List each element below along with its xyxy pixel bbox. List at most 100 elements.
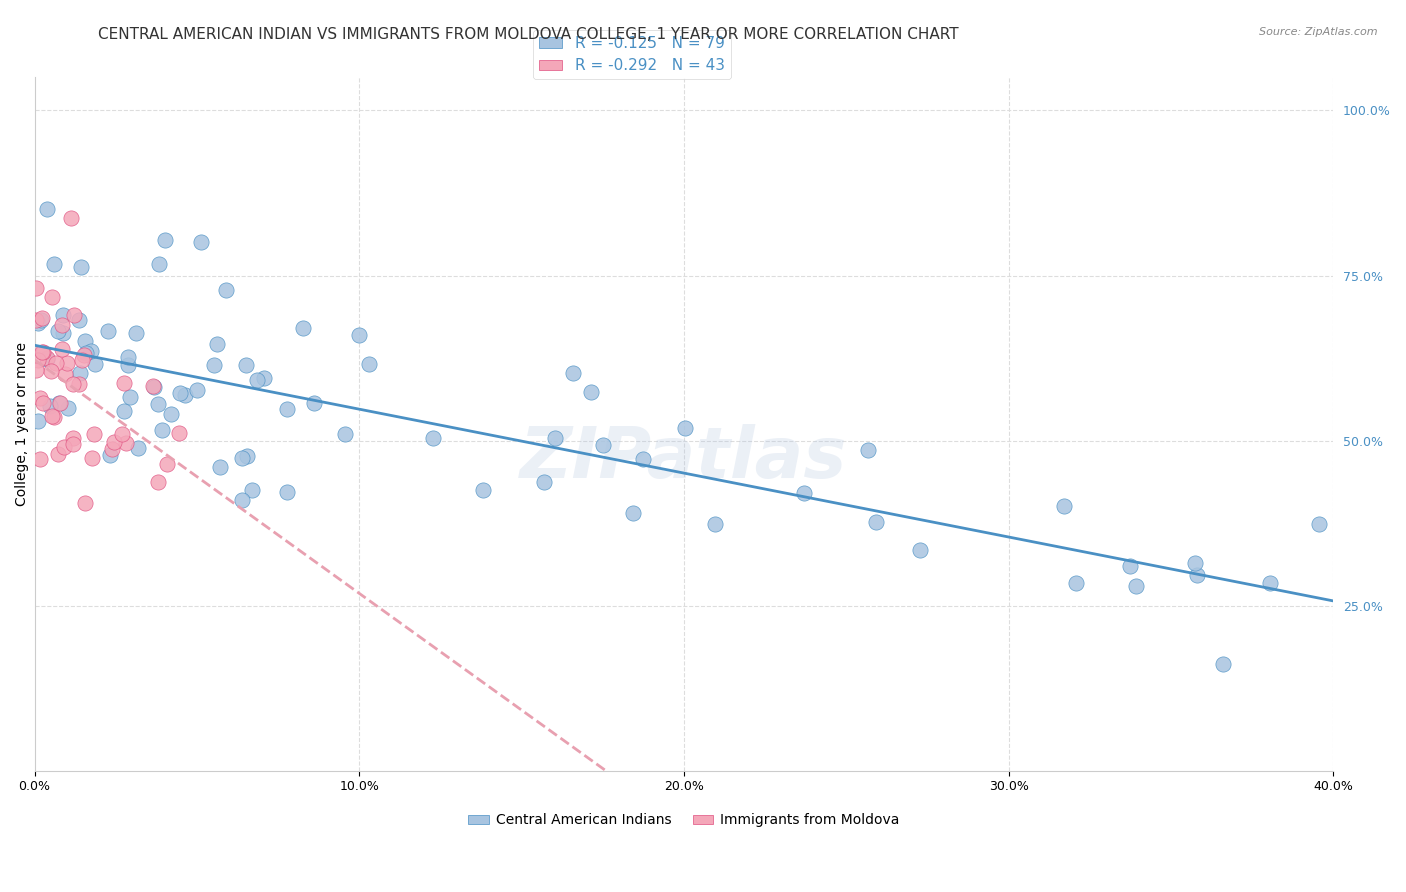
Point — [190, 235, 212, 250]
Point — [276, 402, 298, 417]
Point — [357, 357, 380, 371]
Text: CENTRAL AMERICAN INDIAN VS IMMIGRANTS FROM MOLDOVA COLLEGE, 1 YEAR OR MORE CORRE: CENTRAL AMERICAN INDIAN VS IMMIGRANTS FR… — [98, 27, 959, 42]
Point — [117, 359, 139, 373]
Point — [27, 316, 49, 330]
Point — [67, 376, 90, 391]
Point — [114, 436, 136, 450]
Point — [592, 438, 614, 452]
Point — [35, 351, 58, 366]
Point — [1212, 657, 1234, 672]
Point — [111, 427, 134, 442]
Point — [142, 380, 165, 394]
Point — [46, 447, 69, 461]
Point — [160, 407, 183, 421]
Point — [53, 440, 76, 454]
Point — [75, 346, 97, 360]
Point — [142, 378, 165, 392]
Point — [292, 321, 315, 335]
Point — [231, 451, 253, 466]
Point — [52, 308, 75, 322]
Point — [42, 409, 65, 424]
Point — [186, 383, 208, 397]
Point — [120, 390, 142, 404]
Point — [73, 334, 96, 348]
Point — [44, 257, 66, 271]
Point — [98, 448, 121, 462]
Point — [30, 392, 52, 406]
Point — [25, 313, 48, 327]
Point — [69, 366, 91, 380]
Point — [83, 427, 105, 442]
Point — [205, 336, 228, 351]
Point — [97, 325, 120, 339]
Point — [347, 328, 370, 343]
Point — [73, 348, 96, 362]
Point — [101, 442, 124, 456]
Point — [169, 385, 191, 400]
Point — [167, 426, 190, 441]
Point — [304, 396, 326, 410]
Point — [704, 516, 727, 531]
Point — [1053, 500, 1076, 514]
Point — [544, 431, 567, 445]
Point — [63, 308, 86, 322]
Point — [276, 484, 298, 499]
Point — [202, 358, 225, 372]
Point — [84, 357, 107, 371]
Point — [27, 414, 49, 428]
Point — [41, 409, 63, 423]
Point — [82, 450, 104, 465]
Point — [31, 344, 53, 359]
Point — [235, 358, 257, 372]
Point — [155, 457, 177, 471]
Point — [471, 483, 494, 497]
Point — [62, 431, 84, 445]
Point — [561, 366, 583, 380]
Point — [48, 396, 70, 410]
Point — [45, 356, 67, 370]
Point — [209, 460, 232, 475]
Legend: Central American Indians, Immigrants from Moldova: Central American Indians, Immigrants fro… — [463, 808, 905, 833]
Point — [49, 396, 72, 410]
Point — [31, 396, 53, 410]
Point — [59, 211, 82, 226]
Point — [533, 475, 555, 490]
Point — [56, 356, 79, 370]
Point — [30, 313, 52, 327]
Point — [62, 437, 84, 451]
Point — [28, 451, 51, 466]
Point — [112, 376, 135, 390]
Point — [910, 543, 932, 558]
Point — [1184, 556, 1206, 570]
Point — [335, 427, 357, 442]
Point — [67, 313, 90, 327]
Point — [62, 376, 84, 391]
Point — [236, 449, 259, 463]
Point — [70, 260, 93, 274]
Point — [146, 396, 169, 410]
Point — [793, 485, 815, 500]
Point — [865, 515, 887, 529]
Point — [1119, 558, 1142, 573]
Point — [51, 318, 73, 332]
Point — [39, 399, 62, 413]
Point — [41, 290, 63, 304]
Point — [31, 311, 53, 326]
Text: ZIPatlas: ZIPatlas — [520, 425, 848, 493]
Point — [148, 475, 170, 489]
Point — [152, 423, 174, 437]
Point — [1258, 575, 1281, 590]
Point — [673, 421, 696, 435]
Point — [125, 326, 148, 341]
Point — [112, 404, 135, 418]
Point — [75, 496, 97, 510]
Point — [1066, 575, 1088, 590]
Point — [31, 345, 53, 359]
Point — [56, 401, 79, 416]
Point — [856, 442, 879, 457]
Point — [1308, 517, 1330, 532]
Point — [1125, 579, 1147, 593]
Point — [623, 506, 645, 520]
Point — [253, 371, 276, 385]
Point — [240, 483, 263, 497]
